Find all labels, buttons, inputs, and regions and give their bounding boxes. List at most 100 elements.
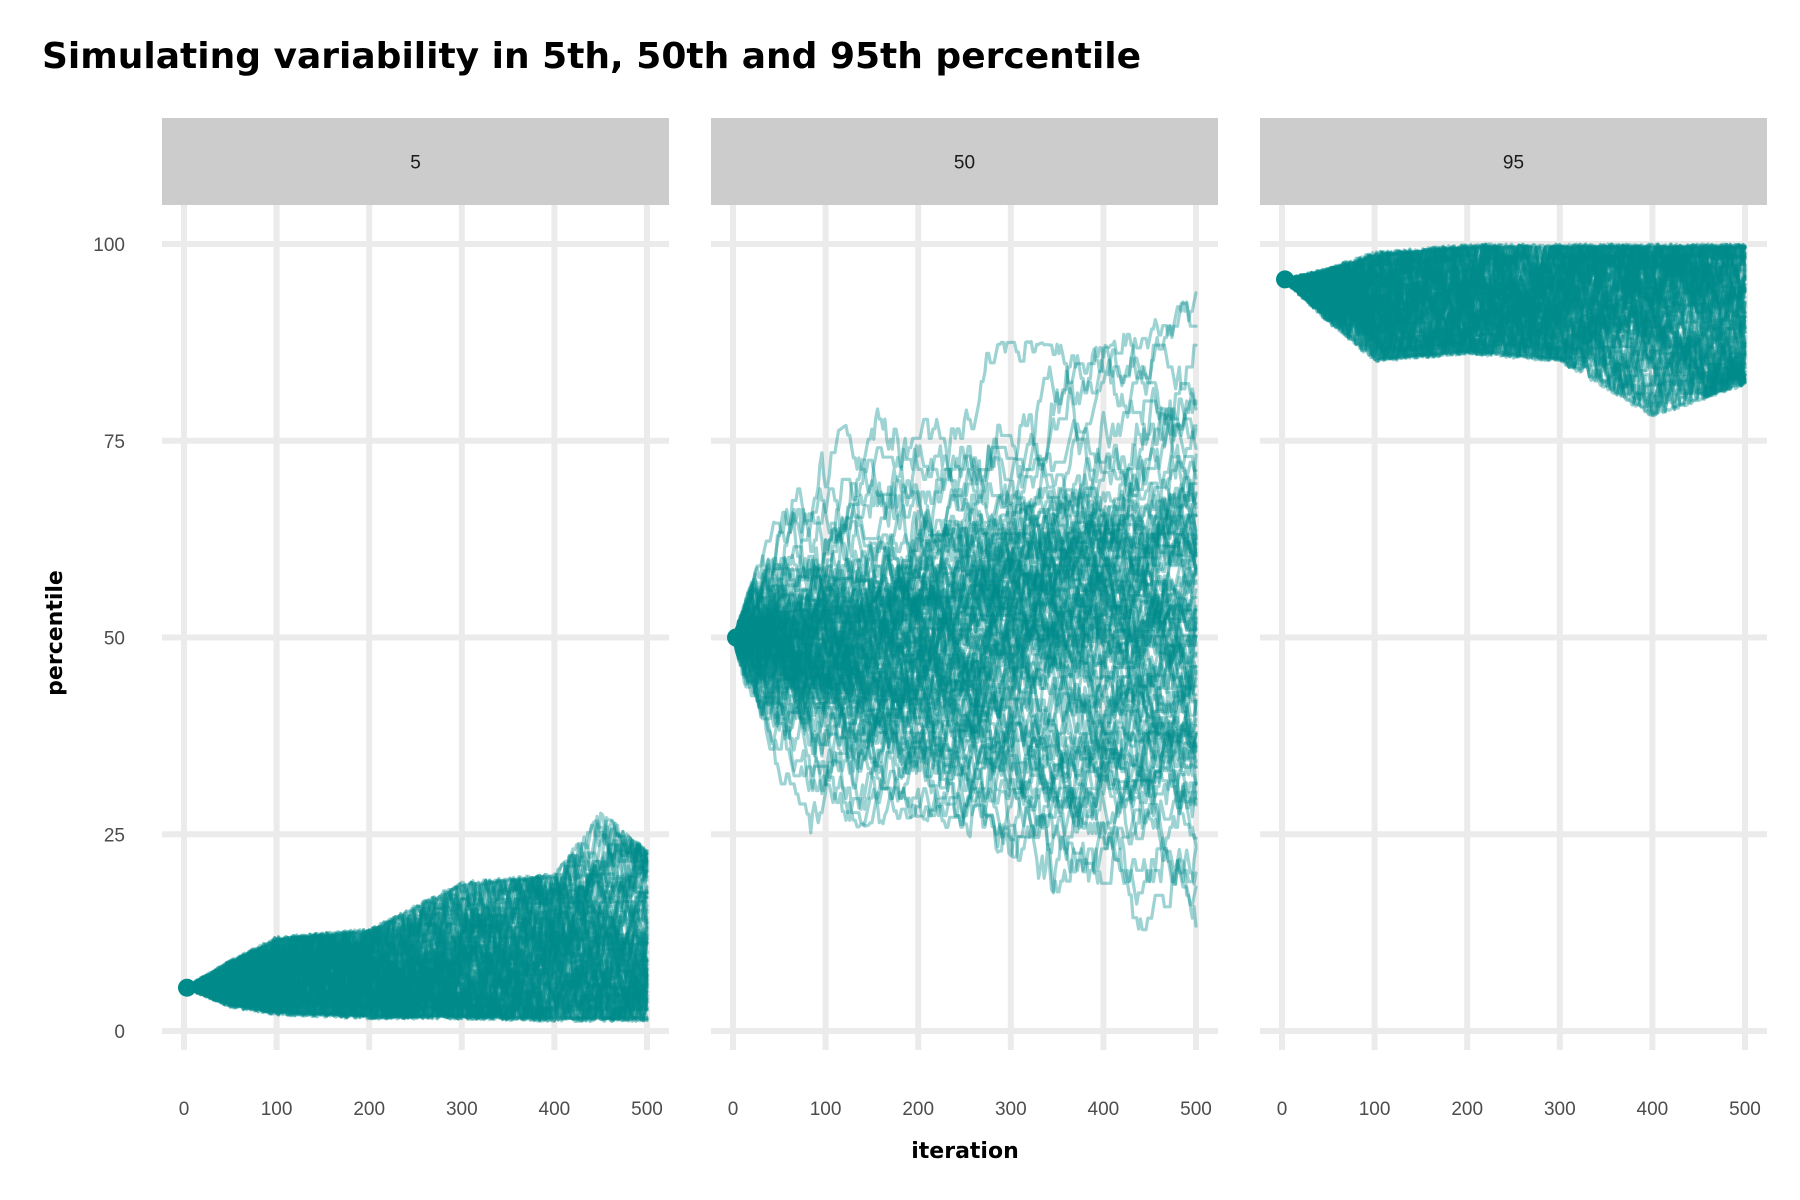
- x-tick-label: 500: [631, 1099, 663, 1120]
- series-line: [731, 591, 1198, 848]
- series-line: [1280, 245, 1747, 358]
- series-line: [731, 509, 1198, 672]
- series-line: [1280, 243, 1747, 387]
- series-line: [1280, 242, 1747, 338]
- series-line: [182, 886, 649, 1023]
- series-line: [182, 873, 649, 1020]
- series-line: [731, 382, 1198, 649]
- x-tick-label: 400: [539, 1099, 571, 1120]
- series-line: [731, 507, 1198, 680]
- series-line: [731, 301, 1198, 640]
- y-axis-title: percentile: [43, 570, 68, 696]
- series-line: [182, 912, 649, 1023]
- series-line: [1280, 247, 1747, 388]
- series-line: [731, 453, 1198, 773]
- series-line: [1280, 243, 1747, 391]
- series-line: [1280, 262, 1747, 370]
- series-line: [731, 537, 1198, 709]
- series-line: [1280, 243, 1747, 355]
- series-line: [1280, 242, 1747, 394]
- series-line: [182, 901, 649, 1023]
- series-line: [182, 945, 649, 1023]
- series-line: [731, 458, 1198, 649]
- series-line: [182, 841, 649, 1002]
- series-line: [1280, 243, 1747, 343]
- series-line: [1280, 245, 1747, 399]
- series-line: [1280, 242, 1747, 417]
- facet-strip-label-95: 95: [1503, 153, 1524, 174]
- series-line: [182, 892, 649, 1005]
- x-tick-label: 400: [1637, 1099, 1669, 1120]
- series-line: [182, 887, 649, 1019]
- series-line: [731, 474, 1198, 663]
- series-line: [731, 632, 1198, 827]
- series-line: [1280, 242, 1747, 373]
- series-line: [1280, 243, 1747, 406]
- series-line: [182, 839, 649, 1019]
- series-line: [731, 592, 1198, 788]
- series-line: [1280, 245, 1747, 376]
- series-line: [1280, 242, 1747, 332]
- series-line: [731, 523, 1198, 649]
- series-line: [731, 332, 1198, 689]
- series-line: [731, 519, 1198, 702]
- series-line: [182, 827, 649, 1021]
- series-line: [731, 492, 1198, 648]
- series-line: [1280, 243, 1747, 407]
- series-line: [731, 486, 1198, 706]
- series-line: [731, 513, 1198, 846]
- series-line: [731, 581, 1198, 719]
- series-line: [1280, 243, 1747, 387]
- facet-strip-label-50: 50: [954, 153, 975, 174]
- series-line: [731, 623, 1198, 744]
- series-line: [731, 635, 1198, 801]
- series-line: [182, 870, 649, 1018]
- series-line: [1280, 243, 1747, 360]
- series-line: [182, 912, 649, 1020]
- series-line: [1280, 266, 1747, 382]
- facets: 5 50 95: [162, 118, 1767, 1050]
- series-line: [731, 598, 1198, 855]
- series-line: [1280, 263, 1747, 413]
- series-line: [182, 921, 649, 1021]
- y-tick-label: 25: [104, 825, 125, 846]
- series-line: [182, 843, 649, 1020]
- series-line: [731, 563, 1198, 800]
- series-line: [731, 597, 1198, 748]
- facet-strip-label-5: 5: [410, 153, 421, 174]
- series-line: [731, 573, 1198, 932]
- series-line: [731, 547, 1198, 784]
- series-line: [731, 486, 1198, 664]
- series-line: [182, 932, 649, 1023]
- series-line: [731, 520, 1198, 683]
- series-line: [731, 537, 1198, 719]
- series-line: [1280, 244, 1747, 399]
- series-line: [182, 911, 649, 1022]
- series-line: [182, 931, 649, 1022]
- series-line: [1280, 244, 1747, 397]
- series-line: [1280, 249, 1747, 391]
- series-line: [731, 504, 1198, 640]
- series-line: [1280, 242, 1747, 394]
- series-line: [1280, 251, 1747, 411]
- series-line: [1280, 244, 1747, 355]
- series-line: [182, 814, 649, 1020]
- series-start-cluster: [1276, 270, 1294, 289]
- series-line: [731, 615, 1198, 774]
- series-line: [1280, 248, 1747, 392]
- series-line: [182, 869, 649, 1006]
- series-line: [1280, 262, 1747, 418]
- series-line: [1280, 254, 1747, 344]
- series-line: [182, 924, 649, 1020]
- series-line: [182, 927, 649, 1022]
- series-line: [182, 936, 649, 1023]
- series-line: [1280, 243, 1747, 382]
- series-line: [1280, 252, 1747, 370]
- series-line: [182, 898, 649, 1021]
- series-line: [731, 508, 1198, 687]
- series-line: [182, 859, 649, 1018]
- series-line: [1280, 251, 1747, 398]
- series-line: [182, 882, 649, 1020]
- series-line: [1280, 242, 1747, 351]
- series-line: [731, 531, 1198, 711]
